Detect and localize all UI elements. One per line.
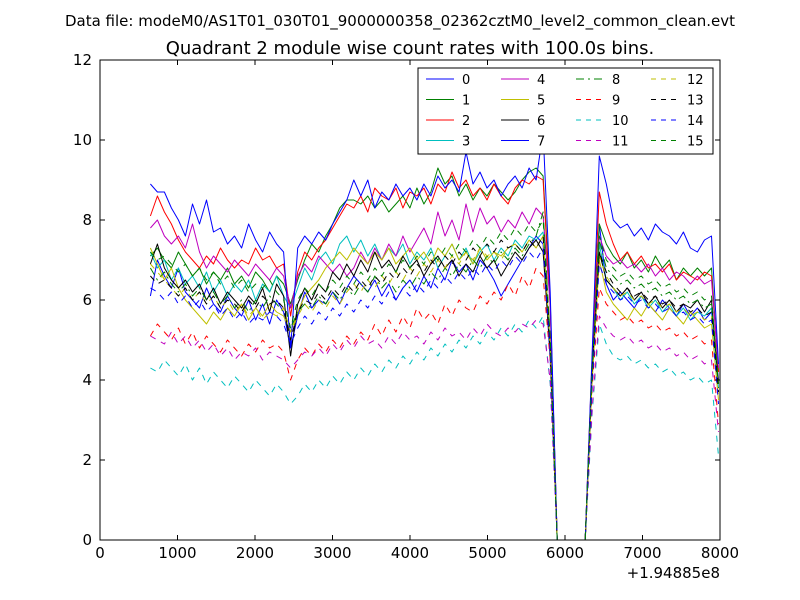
legend-label-9: 9 [612,94,620,109]
y-tick-label: 0 [82,531,92,549]
chart-title: Quadrant 2 module wise count rates with … [166,38,655,59]
x-tick-label: 3000 [313,544,351,562]
legend-label-15: 15 [687,135,704,150]
series-layer [149,131,719,540]
series-line-4 [150,203,719,540]
legend-label-14: 14 [687,114,704,129]
legend-label-12: 12 [687,73,704,88]
y-tick-label: 6 [82,291,92,309]
series-line-15 [150,219,719,540]
series-line-2 [149,171,719,540]
chart-suptitle: Data file: modeM0/AS1T01_030T01_90000003… [65,12,735,31]
legend-label-11: 11 [612,135,629,150]
x-tick-label: 7000 [623,544,661,562]
series-line-6 [149,239,719,540]
y-tick-label: 12 [73,51,92,69]
legend-label-7: 7 [537,135,545,150]
series-line-5 [149,235,719,540]
legend-label-3: 3 [462,135,470,150]
series-line-12 [150,235,719,540]
legend-label-10: 10 [612,114,629,129]
series-line-7 [150,131,719,540]
legend-frame [417,67,714,155]
legend-label-0: 0 [462,73,470,88]
y-tick-label: 4 [82,371,92,389]
legend-label-5: 5 [537,94,545,109]
series-line-14 [150,247,719,540]
x-tick-label: 4000 [391,544,429,562]
series-line-10 [150,315,719,540]
y-tick-label: 2 [82,451,92,469]
series-line-0 [149,223,719,540]
legend-label-1: 1 [462,94,470,109]
x-tick-label: 8000 [701,544,739,562]
x-tick-label: 5000 [468,544,506,562]
plot-area: 0 1000 2000 3000 4000 5000 6000 7000 8000 0 2 4 6 8 1… [73,51,739,582]
legend-label-8: 8 [612,73,620,88]
x-tick-label: 2000 [236,544,274,562]
series-line-13 [150,235,719,540]
legend-label-4: 4 [537,73,545,88]
x-tick-label: 0 [95,544,105,562]
x-tick-label: 6000 [546,544,584,562]
x-tick-label: 1000 [158,544,196,562]
legend-label-6: 6 [537,114,545,129]
legend-label-2: 2 [462,114,470,129]
series-line-3 [149,231,719,540]
series-line-11 [150,315,719,540]
x-axis-offset-label: +1.94885e8 [627,564,720,582]
y-tick-label: 10 [73,131,92,149]
series-line-1 [150,167,719,540]
series-line-9 [149,267,719,540]
legend-label-13: 13 [687,94,704,109]
y-tick-label: 8 [82,211,92,229]
x-axis: 0 1000 2000 3000 4000 5000 6000 7000 8000 [95,60,739,562]
